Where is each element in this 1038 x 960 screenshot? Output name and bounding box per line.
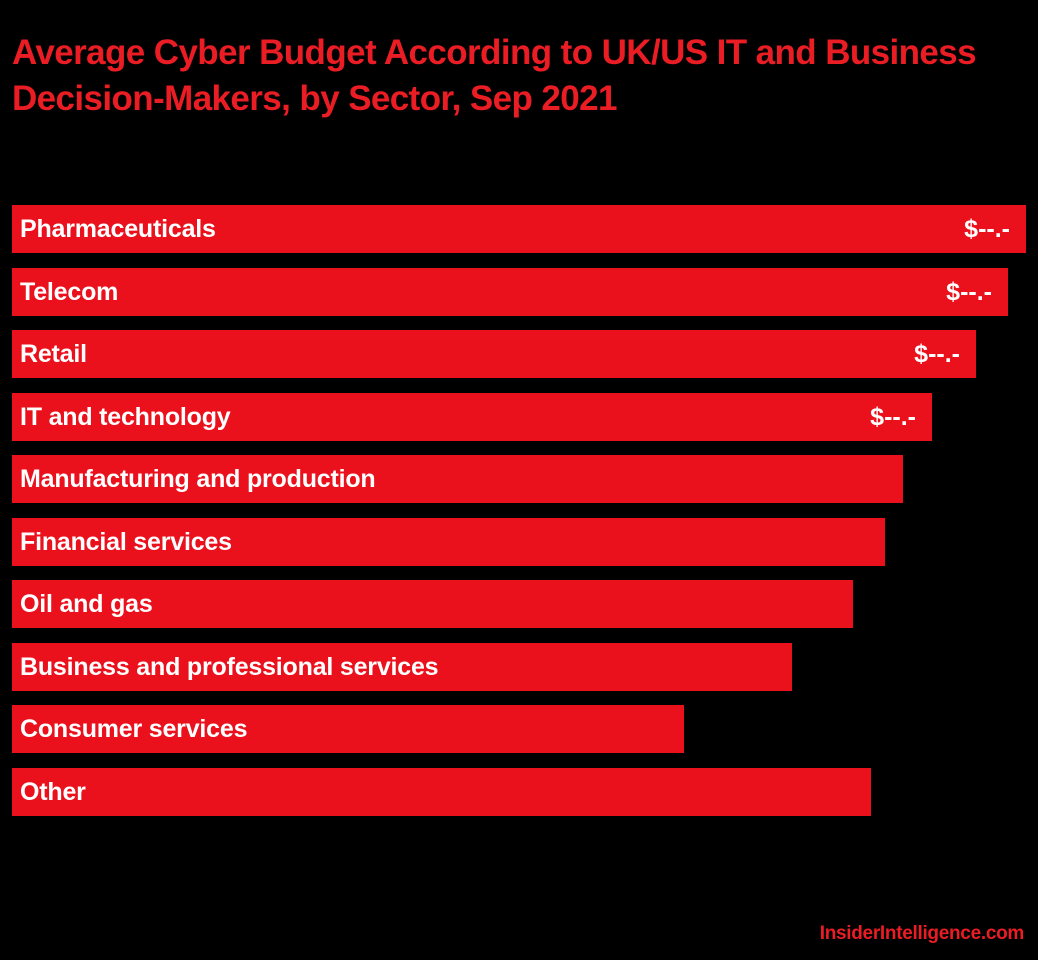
bar-label: Financial services — [20, 528, 232, 556]
bar-manufacturing-and-production: Manufacturing and production — [12, 455, 903, 503]
bar-oil-and-gas: Oil and gas — [12, 580, 853, 628]
bar-label: Oil and gas — [20, 590, 153, 618]
bar-financial-services: Financial services — [12, 518, 885, 566]
bar-label: Telecom — [20, 278, 119, 306]
bar-other: Other — [12, 768, 871, 816]
bar-value-label: $--.- — [914, 340, 960, 368]
bar-label: Other — [20, 778, 86, 806]
bar-label: Business and professional services — [20, 653, 439, 681]
bar-label: Pharmaceuticals — [20, 215, 216, 243]
bar-value-label: $--.- — [946, 278, 992, 306]
bar-label: Manufacturing and production — [20, 465, 376, 493]
bar-consumer-services: Consumer services — [12, 705, 684, 753]
bar-pharmaceuticals: Pharmaceuticals $--.- — [12, 205, 1026, 253]
bar-it-and-technology: IT and technology $--.- — [12, 393, 932, 441]
bar-retail: Retail $--.- — [12, 330, 976, 378]
chart-title: Average Cyber Budget According to UK/US … — [12, 33, 977, 118]
bar-value-label: $--.- — [870, 403, 916, 431]
source-logo: InsiderIntelligence.com — [819, 923, 1025, 944]
bar-label: Consumer services — [20, 715, 248, 743]
bar-label: IT and technology — [20, 403, 231, 431]
bar-telecom: Telecom $--.- — [12, 268, 1008, 316]
bar-business-and-professional-services: Business and professional services — [12, 643, 792, 691]
bar-value-label: $--.- — [964, 215, 1010, 243]
bar-label: Retail — [20, 340, 87, 368]
